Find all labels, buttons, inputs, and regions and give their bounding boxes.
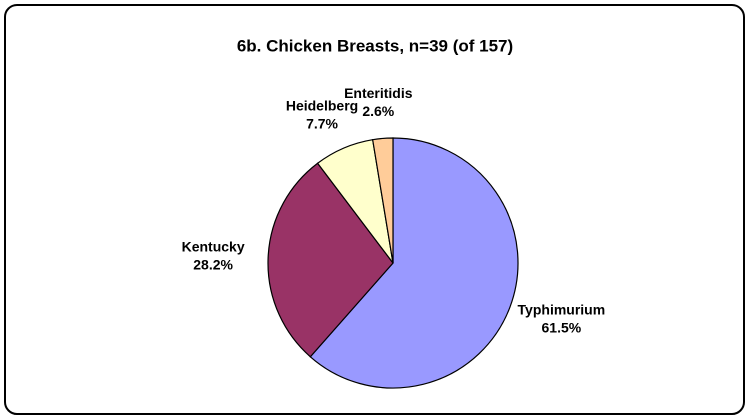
pie-slice xyxy=(309,137,519,389)
slice-label: Typhimurium xyxy=(518,301,606,317)
pie-slice xyxy=(371,137,394,264)
slice-value-label: 28.2% xyxy=(193,257,233,273)
pie-slice xyxy=(267,162,394,358)
slice-label: Heidelberg xyxy=(286,98,358,114)
slice-value-label: 7.7% xyxy=(306,116,338,132)
slice-value-label: 61.5% xyxy=(542,319,582,335)
slice-label: Enteritidis xyxy=(344,85,413,101)
slice-label: Kentucky xyxy=(182,239,245,255)
chart-title: 6b. Chicken Breasts, n=39 (of 157) xyxy=(237,36,513,55)
slice-value-label: 2.6% xyxy=(362,103,394,119)
